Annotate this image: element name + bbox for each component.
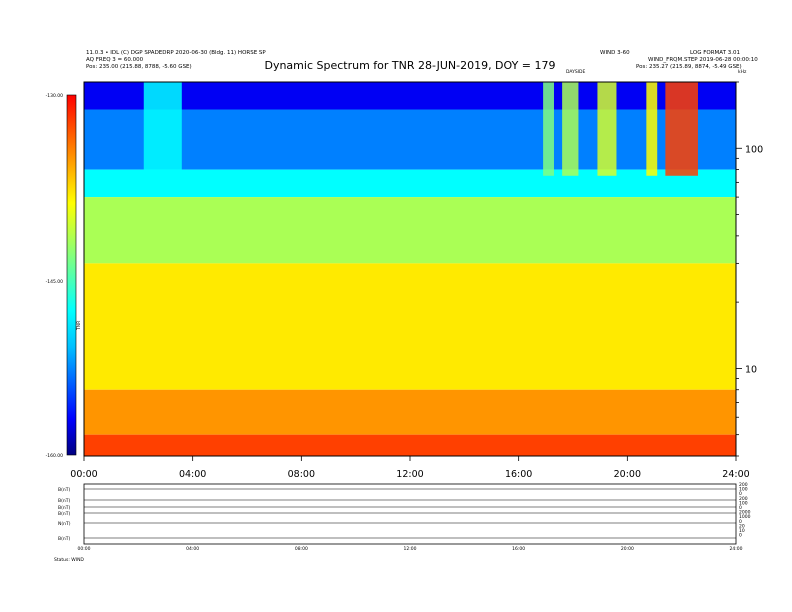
x-tick-label-0: 00:00 bbox=[70, 469, 97, 480]
colorbar-label: TNR bbox=[76, 321, 82, 331]
sub-x-tick-label-4: 16:00 bbox=[512, 546, 525, 552]
frequency-axis: 100 10 bbox=[736, 81, 763, 457]
header-left-line-1: 11.0.3 • IDL (C) DGP SPADEDRP 2020-06-30… bbox=[86, 50, 266, 56]
sub-x-tick-label-3: 12:00 bbox=[404, 546, 417, 552]
radio-burst-2 bbox=[562, 82, 579, 176]
sub-panel-right-label-7: 1000 bbox=[739, 514, 751, 520]
spectrum-band-0 bbox=[84, 82, 736, 110]
y-tick-label-0: 100 bbox=[745, 144, 763, 155]
x-tick-label-1: 04:00 bbox=[179, 469, 206, 480]
colorbar-tick-top: -130.00 bbox=[46, 93, 64, 99]
sub-x-tick-label-0: 00:00 bbox=[78, 546, 91, 552]
spectrum-band-5 bbox=[84, 389, 736, 435]
colorbar bbox=[66, 94, 77, 456]
sub-x-tick-label-1: 04:00 bbox=[186, 546, 199, 552]
x-tick-label-6: 24:00 bbox=[722, 469, 749, 480]
footer-status: Status: WIND bbox=[54, 557, 84, 563]
sub-panel-label-5: B(nT) bbox=[58, 536, 70, 542]
colorbar-tick-bottom: -160.00 bbox=[46, 453, 64, 459]
sub-x-tick-label-5: 20:00 bbox=[621, 546, 634, 552]
sub-panel-right-label-9: 20 bbox=[739, 523, 745, 529]
spectrum-plot bbox=[84, 82, 736, 456]
spectrum-band-4 bbox=[84, 263, 736, 390]
y-tick-label-1: 10 bbox=[745, 364, 757, 375]
radio-burst-1 bbox=[543, 82, 554, 176]
header-left-line-3: Pos: 235.00 (215.88, 8788, -5.60 GSE) bbox=[86, 64, 192, 70]
x-tick-label-4: 16:00 bbox=[505, 469, 532, 480]
sub-panel-right-label-8: 0 bbox=[739, 519, 742, 525]
header-right-line-2: LOG FORMAT 3.01 bbox=[690, 50, 740, 56]
sub-panel-label-1: B(nT) bbox=[58, 498, 70, 504]
sub-panel-right-label-5: 0 bbox=[739, 505, 742, 511]
top-marker-label: DAYSIDE bbox=[566, 69, 586, 75]
header-right-line-3: WIND_FRQM.STEP 2019-06-28 00:00:10 bbox=[648, 57, 758, 63]
spectrum-band-3 bbox=[84, 197, 736, 264]
top-right-unit-label: kHz bbox=[738, 69, 747, 75]
radio-burst-5 bbox=[665, 82, 698, 176]
sub-panel-right-label-2: 0 bbox=[739, 491, 742, 497]
radio-burst-4 bbox=[646, 82, 658, 176]
x-tick-label-3: 12:00 bbox=[396, 469, 423, 480]
sub-panels: B(nT)B(nT)B(nT)B(nT)N(nT)B(nT)2001000200… bbox=[58, 482, 751, 552]
colorbar-tick-mid: -145.00 bbox=[46, 279, 64, 285]
header-left-line-2: AQ FREQ 3 = 60.000 bbox=[86, 57, 144, 63]
spectrum-band-1 bbox=[84, 109, 736, 170]
x-tick-label-5: 20:00 bbox=[614, 469, 641, 480]
sub-panel-label-3: B(nT) bbox=[58, 511, 70, 517]
sub-x-tick-label-2: 08:00 bbox=[295, 546, 308, 552]
sub-panel-label-0: B(nT) bbox=[58, 487, 70, 493]
sub-panel-label-2: B(nT) bbox=[58, 505, 70, 511]
time-axis: 00:00 04:00 08:00 12:00 16:00 20:00 24:00 bbox=[70, 456, 750, 480]
sub-panel-right-label-3: 200 bbox=[739, 496, 748, 502]
sub-x-tick-label-6: 24:00 bbox=[730, 546, 743, 552]
sub-panel-right-label-6: 2000 bbox=[739, 510, 751, 516]
spectrum-band-2 bbox=[84, 169, 736, 198]
chart-title: Dynamic Spectrum for TNR 28-JUN-2019, DO… bbox=[264, 59, 555, 72]
radio-burst-0 bbox=[143, 82, 182, 176]
sub-panel-right-label-11: 0 bbox=[739, 533, 742, 539]
sub-panel-right-label-1: 100 bbox=[739, 487, 748, 493]
header-right-line-4: Pos: 235.27 (215.89, 8874, -5.49 GSE) bbox=[636, 64, 742, 70]
radio-burst-3 bbox=[597, 82, 617, 176]
sub-panel-right-label-0: 200 bbox=[739, 482, 748, 488]
sub-panel-right-label-10: 10 bbox=[739, 528, 745, 534]
header-right-line-1: WIND 3-60 bbox=[600, 50, 630, 56]
sub-panel-label-4: N(nT) bbox=[58, 521, 71, 527]
sub-panel-right-label-4: 100 bbox=[739, 500, 748, 506]
x-tick-label-2: 08:00 bbox=[288, 469, 315, 480]
spectrum-band-6 bbox=[84, 434, 736, 456]
sub-panel-frame bbox=[83, 483, 737, 545]
